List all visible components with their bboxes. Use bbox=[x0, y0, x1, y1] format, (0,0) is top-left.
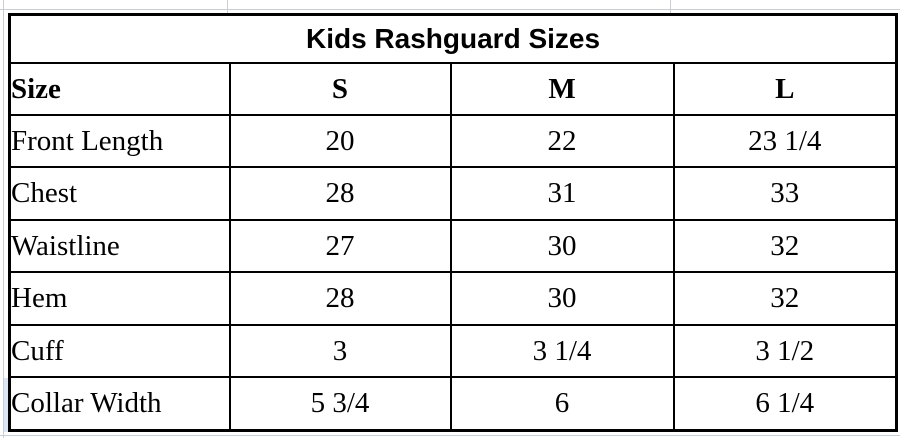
table-cell[interactable]: 6 1/4 bbox=[672, 376, 898, 432]
row-label[interactable]: Waistline bbox=[8, 218, 231, 274]
table-cell[interactable]: 5 3/4 bbox=[228, 376, 452, 432]
table-cell[interactable]: 33 bbox=[672, 166, 898, 221]
table-row-hem: Hem 28 30 32 bbox=[8, 271, 898, 326]
table-cell[interactable]: 22 bbox=[449, 113, 675, 169]
table-cell[interactable]: 27 bbox=[228, 218, 452, 274]
table-row-collar-width: Collar Width 5 3/4 6 6 1/4 bbox=[8, 376, 898, 432]
size-chart-table: Kids Rashguard Sizes Size S M L Front Le… bbox=[8, 13, 899, 432]
row-label[interactable]: Collar Width bbox=[8, 376, 231, 432]
row-label[interactable]: Front Length bbox=[8, 113, 231, 169]
table-cell[interactable]: 32 bbox=[672, 218, 898, 274]
table-row-front-length: Front Length 20 22 23 1/4 bbox=[8, 113, 898, 169]
row-label[interactable]: Chest bbox=[8, 166, 231, 221]
table-cell[interactable]: 28 bbox=[228, 271, 452, 326]
table-cell[interactable]: 30 bbox=[449, 271, 675, 326]
table-cell[interactable]: 30 bbox=[449, 218, 675, 274]
table-row-chest: Chest 28 31 33 bbox=[8, 166, 898, 221]
table-header-row: Size S M L bbox=[8, 62, 898, 116]
table-row-waistline: Waistline 27 30 32 bbox=[8, 218, 898, 274]
column-header-l[interactable]: L bbox=[672, 62, 898, 116]
sheet-gridline-horizontal-bottom bbox=[0, 435, 900, 436]
table-cell[interactable]: 3 1/2 bbox=[672, 323, 898, 379]
table-cell[interactable]: 3 1/4 bbox=[449, 323, 675, 379]
table-cell[interactable]: 3 bbox=[228, 323, 452, 379]
sheet-gridline-horizontal-top bbox=[0, 9, 900, 10]
table-cell[interactable]: 32 bbox=[672, 271, 898, 326]
table-cell[interactable]: 28 bbox=[228, 166, 452, 221]
column-header-size[interactable]: Size bbox=[8, 62, 231, 116]
column-header-s[interactable]: S bbox=[228, 62, 452, 116]
table-title[interactable]: Kids Rashguard Sizes bbox=[8, 13, 898, 65]
table-cell[interactable]: 23 1/4 bbox=[672, 113, 898, 169]
table-cell[interactable]: 6 bbox=[449, 376, 675, 432]
table-cell[interactable]: 31 bbox=[449, 166, 675, 221]
sheet-gridline-vertical-col3 bbox=[670, 0, 671, 13]
sheet-gridline-vertical-left bbox=[3, 0, 4, 438]
table-row-cuff: Cuff 3 3 1/4 3 1/2 bbox=[8, 323, 898, 379]
column-header-m[interactable]: M bbox=[449, 62, 675, 116]
sheet-gridline-vertical-col1 bbox=[227, 0, 228, 13]
row-highlight-strip bbox=[4, 378, 10, 432]
row-label[interactable]: Cuff bbox=[8, 323, 231, 379]
row-label[interactable]: Hem bbox=[8, 271, 231, 326]
table-title-row: Kids Rashguard Sizes bbox=[8, 13, 898, 65]
table-cell[interactable]: 20 bbox=[228, 113, 452, 169]
